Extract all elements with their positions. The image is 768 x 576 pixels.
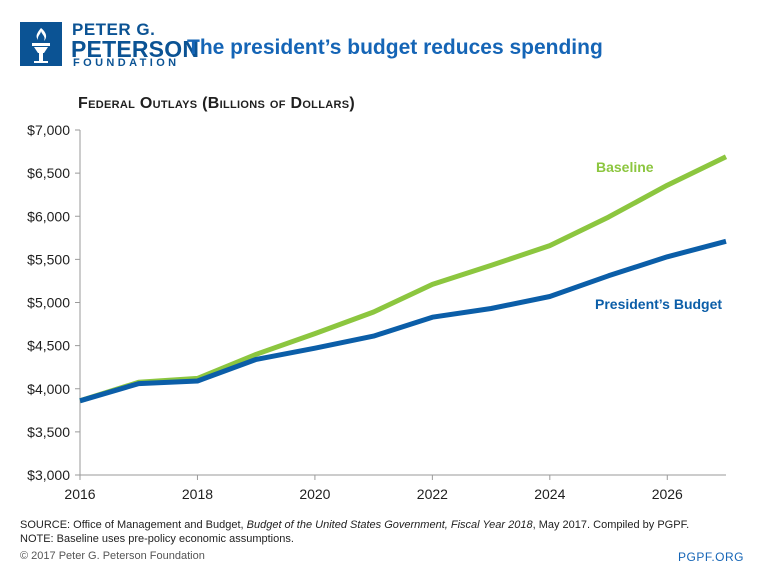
x-tick-label: 2026 (652, 486, 683, 502)
headline: The president’s budget reduces spending (187, 36, 603, 59)
x-tick-label: 2022 (417, 486, 448, 502)
y-tick-label: $3,000 (27, 467, 70, 483)
x-tick-label: 2016 (64, 486, 95, 502)
x-tick-label: 2018 (182, 486, 213, 502)
org-name-line1: PETER G. (72, 20, 156, 39)
series-line-baseline (79, 154, 728, 404)
x-tick-label: 2020 (299, 486, 330, 502)
y-axis-ticks: $3,000 $3,500 $4,000 $4,500 $5,000 $5,500 $6,0… (27, 122, 80, 483)
y-tick-label: $6,000 (27, 208, 70, 224)
chart-title: Federal Outlays (Billions of Dollars) (78, 95, 355, 112)
y-tick-label: $7,000 (27, 122, 70, 138)
y-tick-label: $4,500 (27, 338, 70, 354)
chart-series (79, 154, 728, 404)
x-tick-label: 2024 (534, 486, 565, 502)
org-name-line2: PETERSON (71, 36, 200, 62)
org-name-line3: FOUNDATION (73, 57, 180, 69)
note-line: NOTE: Baseline uses pre-policy economic … (20, 533, 294, 545)
y-tick-label: $4,000 (27, 381, 70, 397)
x-axis-ticks: 2016 2018 2020 2022 2024 2026 (64, 475, 683, 502)
source-note: SOURCE: Office of Management and Budget,… (20, 518, 689, 546)
y-tick-label: $3,500 (27, 424, 70, 440)
source-line: SOURCE: Office of Management and Budget,… (20, 519, 690, 531)
series-label-baseline: Baseline (596, 159, 654, 175)
y-tick-label: $5,000 (27, 295, 70, 311)
y-tick-label: $5,500 (27, 251, 70, 267)
series-line-president-s-budget (79, 238, 727, 404)
source-title: Budget of the United States Government, … (246, 519, 533, 531)
torch-icon (20, 22, 62, 66)
copyright: © 2017 Peter G. Peterson Foundation (20, 550, 205, 562)
series-label-presidents-budget: President’s Budget (595, 296, 722, 312)
y-tick-label: $6,500 (27, 165, 70, 181)
website-link[interactable]: PGPF.ORG (677, 550, 744, 564)
